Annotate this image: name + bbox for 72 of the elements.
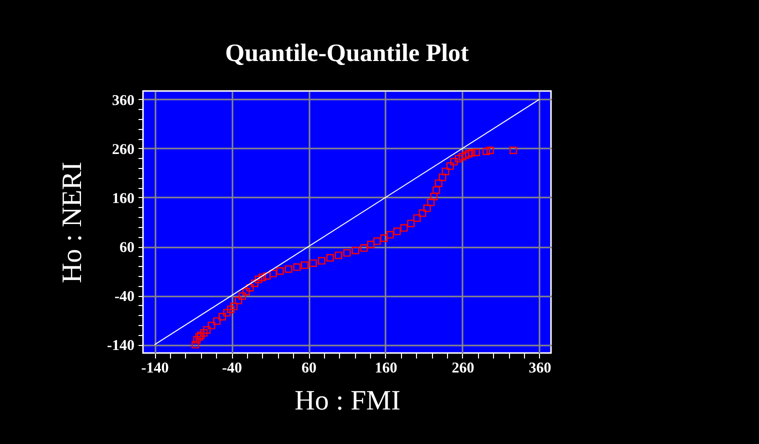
x-tick-label: 160 [374, 360, 398, 376]
x-tick-label: -140 [141, 360, 169, 376]
point [223, 309, 231, 317]
point [413, 214, 421, 222]
point [300, 261, 308, 269]
point [192, 340, 200, 348]
point [472, 148, 480, 156]
x-tick-label: 360 [528, 360, 552, 376]
point [284, 265, 292, 273]
point [250, 280, 258, 288]
point [380, 234, 388, 242]
point [343, 249, 351, 257]
point [430, 192, 438, 200]
point [486, 146, 494, 154]
point [438, 174, 446, 182]
point [254, 276, 262, 284]
point [226, 306, 235, 314]
point [203, 326, 211, 334]
point [510, 146, 518, 154]
point [234, 296, 242, 304]
point [238, 292, 246, 300]
point [258, 274, 266, 282]
point [450, 158, 458, 166]
point [462, 152, 470, 160]
y-tick-label: 60 [120, 240, 134, 256]
point [230, 302, 238, 310]
point [276, 267, 284, 275]
point [393, 228, 401, 236]
point [464, 150, 472, 158]
point [269, 270, 277, 278]
point [434, 179, 442, 188]
y-tick-label: 160 [112, 190, 134, 207]
point [326, 254, 334, 262]
x-tick-label: -40 [222, 360, 242, 376]
x-tick-label: 260 [452, 360, 474, 376]
y-tick-label: -140 [107, 338, 134, 354]
point [418, 209, 426, 217]
point [454, 154, 462, 162]
y-axis-title: Ho : NERI [57, 162, 88, 284]
point [334, 252, 342, 260]
point [218, 312, 226, 320]
chart-title: Quantile-Quantile Plot [225, 40, 470, 67]
point [373, 237, 381, 245]
x-tick-label: 60 [302, 360, 317, 376]
y-tick-label: -40 [114, 289, 134, 306]
point [263, 272, 271, 280]
point [432, 186, 440, 194]
x-axis-title: Ho : FMI [294, 386, 400, 416]
point [193, 336, 201, 344]
point [293, 263, 301, 271]
y-tick-label: 360 [112, 92, 134, 109]
point [482, 148, 490, 156]
point [352, 246, 360, 254]
point [200, 329, 208, 337]
point [407, 220, 415, 228]
point [213, 317, 221, 325]
point [367, 240, 375, 248]
point [208, 322, 216, 330]
point [427, 198, 435, 206]
point [400, 224, 408, 232]
point [468, 149, 476, 157]
point [442, 168, 450, 176]
y-tick-label: 260 [112, 142, 134, 158]
point [246, 284, 254, 292]
point [360, 244, 368, 252]
point [386, 230, 394, 239]
point [318, 257, 326, 265]
point [423, 204, 431, 212]
point [446, 162, 454, 170]
point [458, 152, 466, 161]
point [242, 288, 250, 296]
point [309, 259, 317, 267]
